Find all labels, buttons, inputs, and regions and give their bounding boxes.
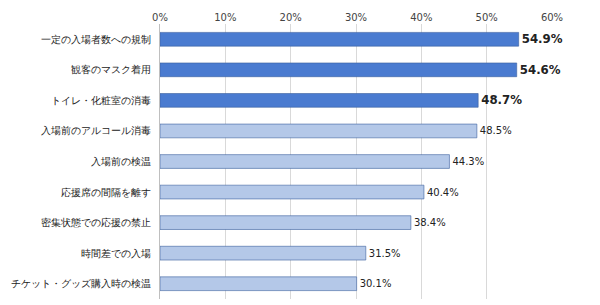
svg-text:48.5%: 48.5% [480,125,512,136]
svg-text:20%: 20% [280,12,302,23]
svg-text:44.3%: 44.3% [452,156,484,167]
svg-text:観客のマスク着用: 観客のマスク着用 [71,64,151,75]
svg-text:54.9%: 54.9% [522,32,563,46]
svg-text:50%: 50% [476,12,498,23]
svg-text:入場前のアルコール消毒: 入場前のアルコール消毒 [41,125,151,136]
svg-text:応援席の間隔を離す: 応援席の間隔を離す [61,187,151,198]
svg-text:38.4%: 38.4% [414,217,446,228]
svg-text:30.1%: 30.1% [360,278,392,289]
svg-text:一定の入場者数への規制: 一定の入場者数への規制 [41,34,151,45]
svg-text:48.7%: 48.7% [481,93,522,107]
svg-text:10%: 10% [214,12,236,23]
svg-text:0%: 0% [152,12,168,23]
svg-text:31.5%: 31.5% [369,248,401,259]
svg-text:トイレ・化粧室の消毒: トイレ・化粧室の消毒 [51,95,151,106]
svg-text:40.4%: 40.4% [427,187,459,198]
svg-text:30%: 30% [345,12,367,23]
svg-text:60%: 60% [541,12,563,23]
svg-text:54.6%: 54.6% [520,63,561,77]
svg-text:40%: 40% [410,12,432,23]
svg-text:チケット・グッズ購入時の検温: チケット・グッズ購入時の検温 [11,278,151,289]
svg-text:時間差での入場: 時間差での入場 [81,248,151,259]
svg-text:入場前の検温: 入場前の検温 [91,156,151,167]
svg-text:密集状態での応援の禁止: 密集状態での応援の禁止 [41,217,151,228]
